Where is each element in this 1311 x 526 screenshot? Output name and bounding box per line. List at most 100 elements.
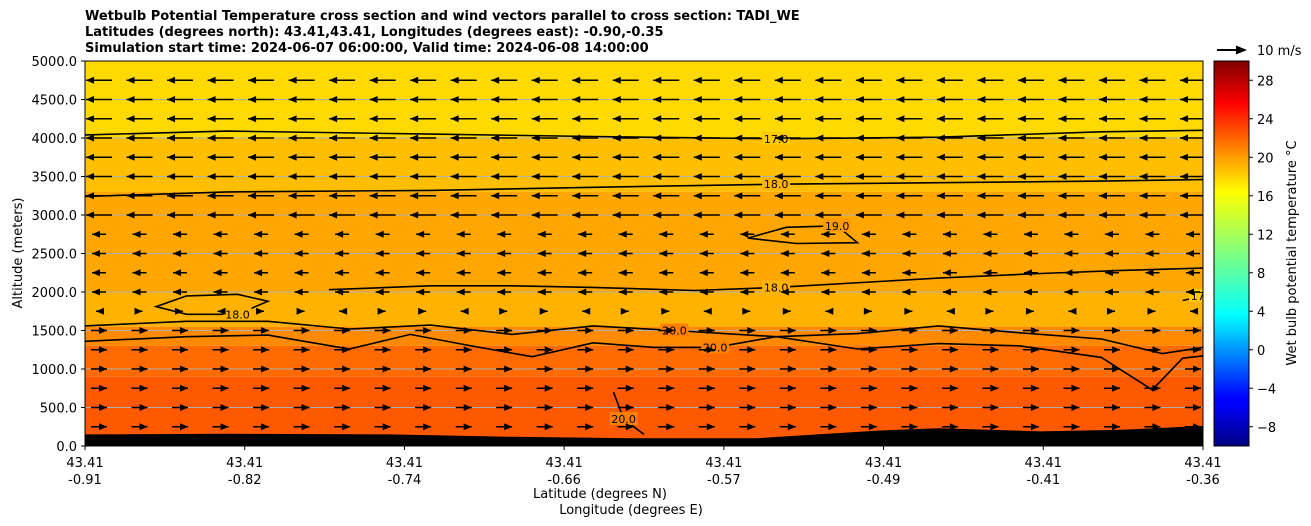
wind-arrow-head	[1064, 250, 1073, 257]
wind-arrow-head	[659, 250, 668, 257]
wind-arrow-head	[504, 423, 513, 431]
y-tick-label: 0.0	[56, 440, 77, 455]
wind-vectors	[86, 76, 1203, 431]
wind-arrow-head	[207, 134, 216, 142]
wind-arrow-head	[139, 346, 148, 354]
wind-arrow-head	[544, 423, 553, 431]
wind-arrow-head	[780, 288, 789, 296]
wind-arrow-head	[618, 250, 627, 257]
wind-arrow-head	[132, 250, 141, 257]
wind-arrow-head	[288, 153, 297, 161]
wind-arrow-head	[1023, 230, 1032, 238]
wind-arrow-head	[1111, 423, 1120, 431]
wind-arrow-head	[504, 384, 513, 392]
wind-arrow-head	[531, 76, 540, 84]
wind-arrow-head	[173, 230, 182, 238]
wind-arrow-head	[1071, 423, 1080, 431]
wind-arrow-head	[612, 115, 621, 123]
wind-arrow-head	[180, 384, 189, 392]
wind-arrow-head	[288, 134, 297, 142]
wind-arrow-head	[1104, 269, 1113, 277]
wind-arrow-head	[653, 192, 662, 200]
wind-arrow-head	[339, 307, 348, 315]
wind-arrow-head	[86, 96, 94, 103]
wind-arrow-head	[977, 211, 986, 219]
wind-arrow-head	[734, 173, 743, 180]
wind-arrow-head	[537, 250, 546, 257]
wind-arrow-head	[990, 365, 999, 373]
wind-arrow-head	[99, 346, 107, 354]
wind-arrow-head	[612, 192, 621, 200]
wind-arrow-head	[896, 192, 905, 200]
wind-arrow-head	[618, 269, 627, 277]
wind-arrow-head	[1180, 211, 1188, 219]
wind-arrow-head	[1071, 384, 1080, 392]
wind-arrow-head	[868, 365, 877, 373]
wind-arrow-head	[220, 327, 229, 334]
wind-arrow-head	[949, 384, 958, 392]
wind-arrow-head	[612, 76, 621, 84]
wind-arrow-head	[1193, 346, 1201, 354]
wind-arrow-head	[410, 115, 419, 123]
wind-arrow-head	[1180, 115, 1188, 123]
wind-arrow-head	[949, 423, 958, 431]
wind-arrow-head	[1030, 423, 1039, 431]
wind-arrow-head	[418, 307, 427, 315]
wind-arrow-head	[301, 346, 310, 354]
y-tick-label: 4000.0	[32, 132, 78, 147]
wind-arrow-head	[780, 230, 789, 238]
wind-arrow-head	[460, 307, 469, 315]
wind-arrow-head	[787, 365, 796, 373]
wind-arrow-head	[248, 153, 257, 161]
wind-arrow-head	[706, 346, 715, 354]
wind-arrow-head	[261, 423, 270, 431]
wind-arrow-head	[780, 269, 789, 277]
wind-arrow-head	[1098, 153, 1107, 161]
wind-arrow-head	[1017, 76, 1026, 84]
wind-arrow-head	[207, 211, 216, 219]
wind-arrow-head	[342, 346, 351, 354]
chart-title-line-1: Wetbulb Potential Temperature cross sect…	[85, 9, 800, 24]
wind-arrow-head	[977, 96, 986, 103]
wind-arrow-head	[1145, 269, 1154, 277]
wind-arrow-head	[1193, 404, 1201, 411]
wind-arrow-head	[254, 250, 263, 257]
wind-arrow-head	[855, 211, 864, 219]
wind-arrow-head	[254, 288, 263, 296]
wind-arrow-head	[491, 192, 500, 200]
wind-arrow-head	[572, 153, 581, 161]
wind-arrow-head	[861, 288, 870, 296]
wind-arrow-head	[863, 307, 872, 315]
wind-arrow-head	[693, 153, 702, 161]
wind-arrow-head	[825, 307, 834, 315]
wind-arrow-head	[612, 96, 621, 103]
wind-arrow-head	[410, 192, 419, 200]
wind-arrow-head	[382, 346, 391, 354]
wind-arrow-head	[1030, 327, 1039, 334]
contour-lines: 17.018.019.018.018.020.020.020.017.0	[85, 129, 1203, 436]
wind-arrow-head	[620, 307, 629, 315]
wind-arrow-head	[977, 153, 986, 161]
contour-line	[85, 333, 1203, 391]
contour-label-bg	[762, 177, 791, 191]
colorbar-tick-label: −4	[1257, 382, 1276, 397]
wind-arrow-head	[774, 134, 783, 142]
wind-arrow-head	[815, 96, 824, 103]
temperature-band	[85, 345, 1203, 377]
wind-arrow-head	[375, 250, 384, 257]
wind-arrow-head	[544, 346, 553, 354]
wind-arrow-head	[990, 327, 999, 334]
wind-arrow-head	[1180, 96, 1188, 103]
wind-arrow-head	[896, 153, 905, 161]
wind-arrow-head	[220, 404, 229, 411]
wind-arrow-head	[126, 76, 135, 84]
wind-arrow-head	[942, 250, 951, 257]
wind-arrow-head	[1071, 346, 1080, 354]
wind-arrow-head	[537, 230, 546, 238]
wind-arrow-head	[92, 288, 100, 296]
wind-arrow-head	[1139, 211, 1148, 219]
wind-arrow-head	[463, 365, 472, 373]
x-tick-lon: -0.49	[867, 473, 901, 488]
wind-arrow-head	[821, 250, 830, 257]
x-tick-lat: 43.41	[1184, 456, 1221, 471]
